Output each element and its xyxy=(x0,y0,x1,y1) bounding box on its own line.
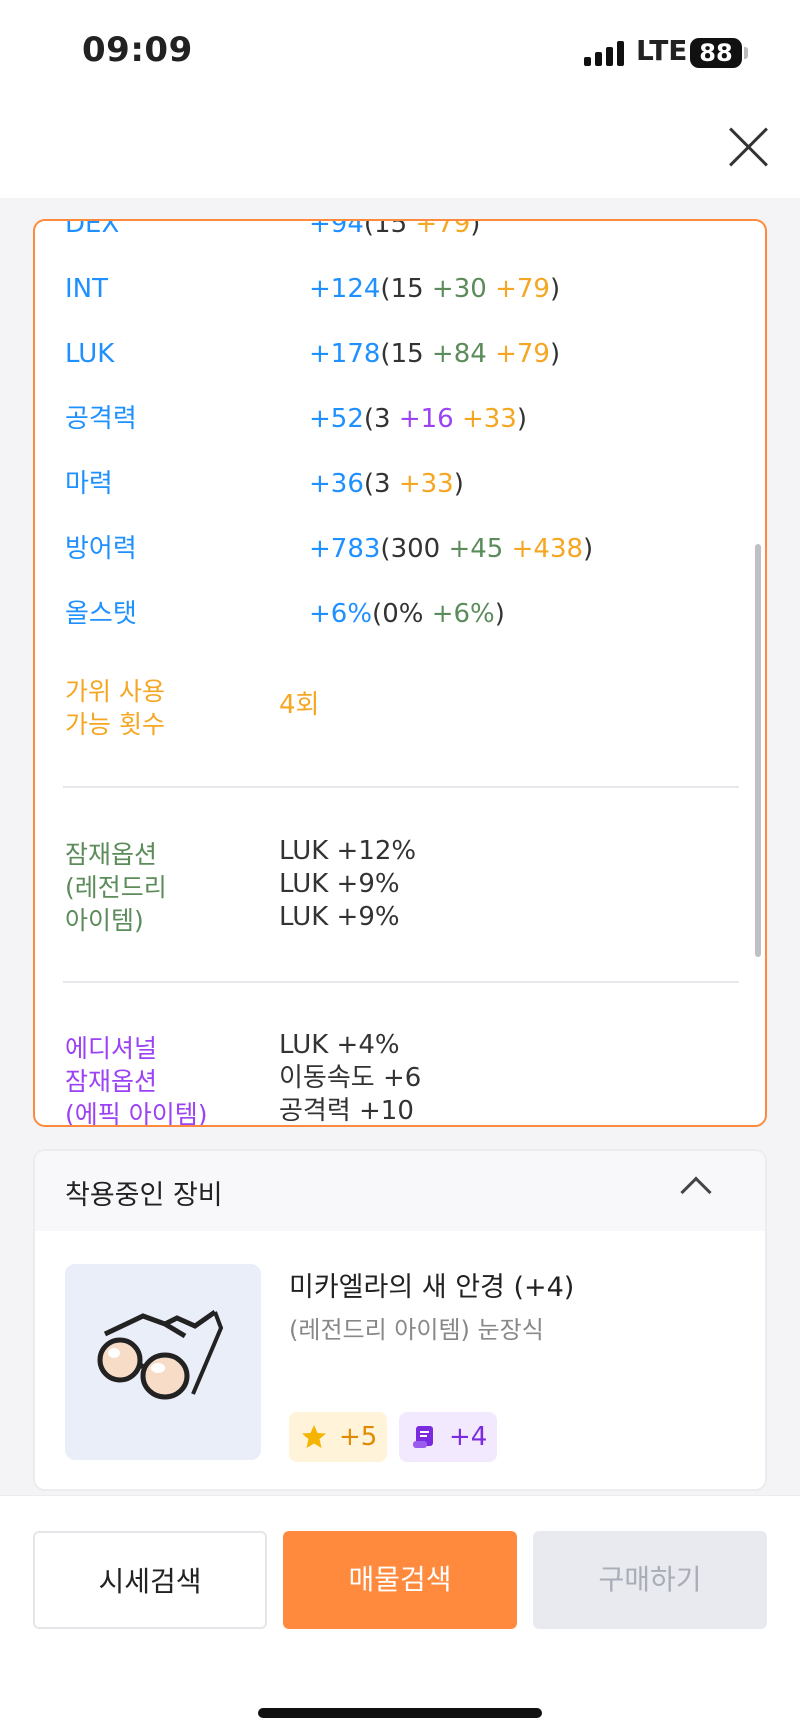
stat-part: ( xyxy=(380,534,391,564)
stat-value: +783(300 +45 +438) xyxy=(309,533,593,565)
battery-tip xyxy=(744,47,748,59)
stat-value: +6%(0% +6%) xyxy=(309,598,505,630)
item-image xyxy=(65,1264,261,1460)
stat-part: ) xyxy=(583,534,594,564)
additional-label: 에디셔널 잠재옵션 (에픽 아이템) xyxy=(65,1034,208,1127)
buy-button[interactable]: 구매하기 xyxy=(533,1531,767,1629)
additional-option: 공격력 +10 xyxy=(279,1096,414,1126)
stat-part: +438 xyxy=(503,534,584,564)
stat-label: INT xyxy=(65,274,108,304)
stat-value: +94(15 +79) xyxy=(309,219,481,240)
battery-icon: 88 xyxy=(690,38,742,68)
stat-part: ) xyxy=(453,469,464,499)
stat-part: 15 xyxy=(390,339,424,369)
scissors-label: 가위 사용 가능 횟수 xyxy=(65,677,165,739)
star-icon xyxy=(302,1425,326,1448)
stat-part: ) xyxy=(516,404,528,434)
additional-option: 이동속도 +6 xyxy=(279,1063,422,1093)
stat-part: 300 xyxy=(390,534,441,564)
potential-values: LUK +12% LUK +9% LUK +9% xyxy=(279,835,416,934)
stat-part: +79 xyxy=(407,219,471,239)
potential-option: LUK +12% xyxy=(279,836,417,866)
item-grade-type: (레전드리 아이템) 눈장식 xyxy=(289,1316,544,1344)
scroll-badge: +4 xyxy=(399,1412,497,1462)
stat-value: +52(3 +16 +33) xyxy=(309,403,527,435)
stat-part: +33 xyxy=(390,469,454,499)
home-indicator xyxy=(258,1708,542,1718)
stat-part: +45 xyxy=(440,534,504,564)
potential-option: LUK +9% xyxy=(279,869,400,899)
potential-option: LUK +9% xyxy=(279,902,400,932)
close-icon[interactable] xyxy=(726,124,772,170)
stat-part: +33 xyxy=(453,404,517,434)
signal-icon xyxy=(584,40,628,66)
stat-value: +124(15 +30 +79) xyxy=(309,273,560,305)
header xyxy=(0,100,800,198)
stat-part: ) xyxy=(470,219,481,239)
stat-label: 방어력 xyxy=(65,534,137,564)
stat-part: +79 xyxy=(486,274,550,304)
scrollbar[interactable] xyxy=(755,544,761,957)
stat-part: ( xyxy=(363,469,375,499)
stat-value: +36(3 +33) xyxy=(309,468,464,500)
additional-values: LUK +4% 이동속도 +6 공격력 +10 xyxy=(279,1029,422,1126)
equipped-header[interactable]: 착용중인 장비 xyxy=(35,1151,765,1231)
bottom-bar: 시세검색 매물검색 구매하기 xyxy=(0,1495,800,1731)
stat-part: 15 xyxy=(390,274,424,304)
status-bar: 09:09 LTE 88 xyxy=(0,0,800,100)
stat-label: LUK xyxy=(65,339,115,369)
stat-total: +783 xyxy=(309,534,381,564)
stat-part: 3 xyxy=(374,469,391,499)
stat-total: +178 xyxy=(309,339,381,369)
additional-option: LUK +4% xyxy=(279,1030,400,1060)
item-name: 미카엘라의 새 안경 (+4) xyxy=(289,1272,575,1303)
divider xyxy=(63,981,739,983)
stat-part: 3 xyxy=(374,404,391,434)
potential-label: 잠재옵션 (레전드리 아이템) xyxy=(65,840,167,935)
stat-total: +6% xyxy=(309,599,373,629)
stat-part: ) xyxy=(549,339,561,369)
star-badge: +5 xyxy=(289,1412,387,1462)
equipped-card: 착용중인 장비 미카엘라의 새 안경 (+4) (레전드리 아이템) 눈장식 +… xyxy=(33,1149,767,1491)
stat-total: +124 xyxy=(309,274,381,304)
stat-part: +6% xyxy=(423,599,495,629)
stat-label: DEX xyxy=(65,219,120,239)
stat-label: 마력 xyxy=(65,469,113,499)
stat-part: 15 xyxy=(374,219,408,239)
stat-part: ( xyxy=(372,599,383,629)
network-type: LTE xyxy=(636,34,688,67)
scroll-icon xyxy=(413,1426,433,1448)
stat-total: +36 xyxy=(309,469,364,499)
stat-label: 공격력 xyxy=(65,404,137,434)
chevron-up-icon[interactable] xyxy=(680,1176,712,1208)
status-time: 09:09 xyxy=(82,30,193,70)
item-detail-card: DEX +94(15 +79) INT +124(15 +30 +79) LUK +178… xyxy=(33,219,767,1127)
divider xyxy=(63,786,739,788)
stat-part: ( xyxy=(380,274,391,304)
stat-part: ( xyxy=(380,339,391,369)
stat-total: +94 xyxy=(309,219,364,239)
listing-search-button[interactable]: 매물검색 xyxy=(283,1531,517,1629)
stat-part: ( xyxy=(363,219,375,239)
stat-total: +52 xyxy=(309,404,364,434)
stat-part: +16 xyxy=(390,404,454,434)
stat-label: 올스탯 xyxy=(65,599,137,629)
stat-part: ( xyxy=(363,404,375,434)
stat-value: +178(15 +84 +79) xyxy=(309,338,560,370)
stat-part: +30 xyxy=(423,274,487,304)
glasses-icon xyxy=(97,1309,224,1400)
price-search-button[interactable]: 시세검색 xyxy=(33,1531,267,1629)
scissors-value: 4회 xyxy=(279,690,320,720)
stat-part: ) xyxy=(549,274,561,304)
stat-part: ) xyxy=(494,599,505,629)
stat-part: +84 xyxy=(423,339,487,369)
stat-part: +79 xyxy=(486,339,550,369)
equipped-title: 착용중인 장비 xyxy=(65,1180,223,1211)
stat-part: 0% xyxy=(382,599,424,629)
